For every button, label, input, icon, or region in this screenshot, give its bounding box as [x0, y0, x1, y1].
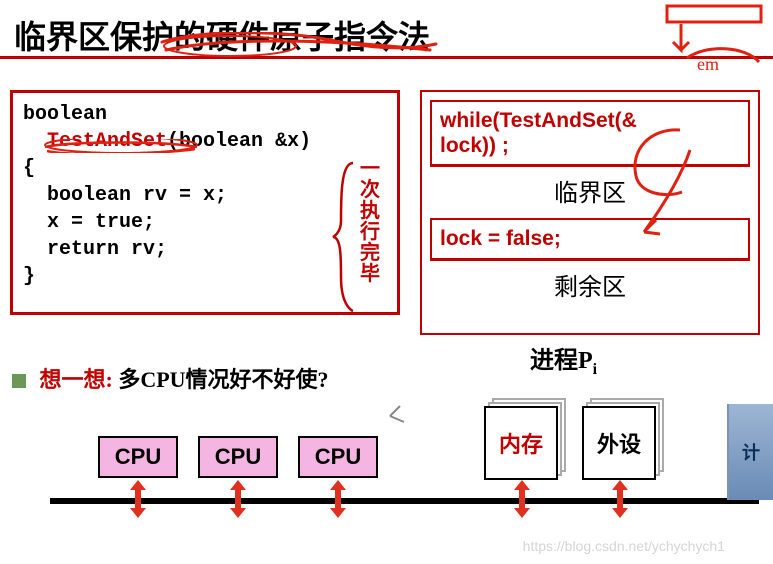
fn-sig: (boolean &x) — [167, 130, 311, 153]
fn-name: TestAndSet — [47, 130, 167, 153]
question-text: 多CPU情况好不好使? — [113, 367, 329, 392]
cpu-box: CPU — [198, 436, 278, 478]
proc-sub: i — [593, 361, 597, 378]
bus-arrow-icon — [228, 480, 248, 518]
bullet-icon — [12, 374, 26, 388]
proc-main: P — [578, 348, 593, 374]
snippet-line: lock = false; — [440, 227, 561, 250]
code-line: TestAndSet(boolean &x) — [23, 128, 387, 155]
code-line: { — [23, 155, 387, 182]
bus-arrow-icon — [610, 480, 630, 518]
question-prefix: 想一想: — [40, 367, 113, 392]
side-photo-text: 计 — [742, 439, 760, 465]
label-critical-section: 临界区 — [430, 173, 750, 208]
code-line: x = true; — [23, 209, 387, 236]
cpu-box: CPU — [298, 436, 378, 478]
snippet-while: while(TestAndSet(& lock)) ; — [430, 100, 750, 167]
code-line: } — [23, 263, 387, 290]
device-box: 外设 — [582, 406, 656, 480]
bus-arrow-icon — [328, 480, 348, 518]
snippet-line: lock)) ; — [440, 134, 509, 157]
title-underline — [0, 56, 773, 59]
title-text: 临界区保护的硬件原子指令法 — [14, 19, 430, 55]
bus-line — [50, 498, 759, 504]
hardware-row: CPU CPU CPU 内存外设 — [0, 400, 773, 530]
snippet-unlock: lock = false; — [430, 218, 750, 260]
code-line: boolean rv = x; — [23, 182, 387, 209]
label-remainder-section: 剩余区 — [430, 267, 750, 302]
bus-arrow-icon — [128, 480, 148, 518]
code-box-testandset: boolean TestAndSet(boolean &x) { boolean… — [10, 90, 400, 315]
code-line: boolean — [23, 101, 387, 128]
brace-label: 一次执行完毕 — [357, 159, 383, 285]
memory-box: 内存 — [484, 406, 558, 480]
process-label: 进程Pi — [530, 340, 597, 379]
brace-label-text: 一次执行完毕 — [360, 158, 380, 285]
snippet-line: while(TestAndSet(& — [440, 109, 637, 132]
question-row: 想一想: 多CPU情况好不好使? — [12, 362, 329, 394]
process-panel: while(TestAndSet(& lock)) ; 临界区 lock = f… — [420, 90, 760, 335]
code-line: return rv; — [23, 236, 387, 263]
bus-arrow-icon — [512, 480, 532, 518]
watermark: https://blog.csdn.net/ychychych1 — [523, 538, 725, 554]
side-photo: 计 — [727, 404, 773, 500]
proc-prefix: 进程 — [530, 348, 578, 374]
cpu-box: CPU — [98, 436, 178, 478]
